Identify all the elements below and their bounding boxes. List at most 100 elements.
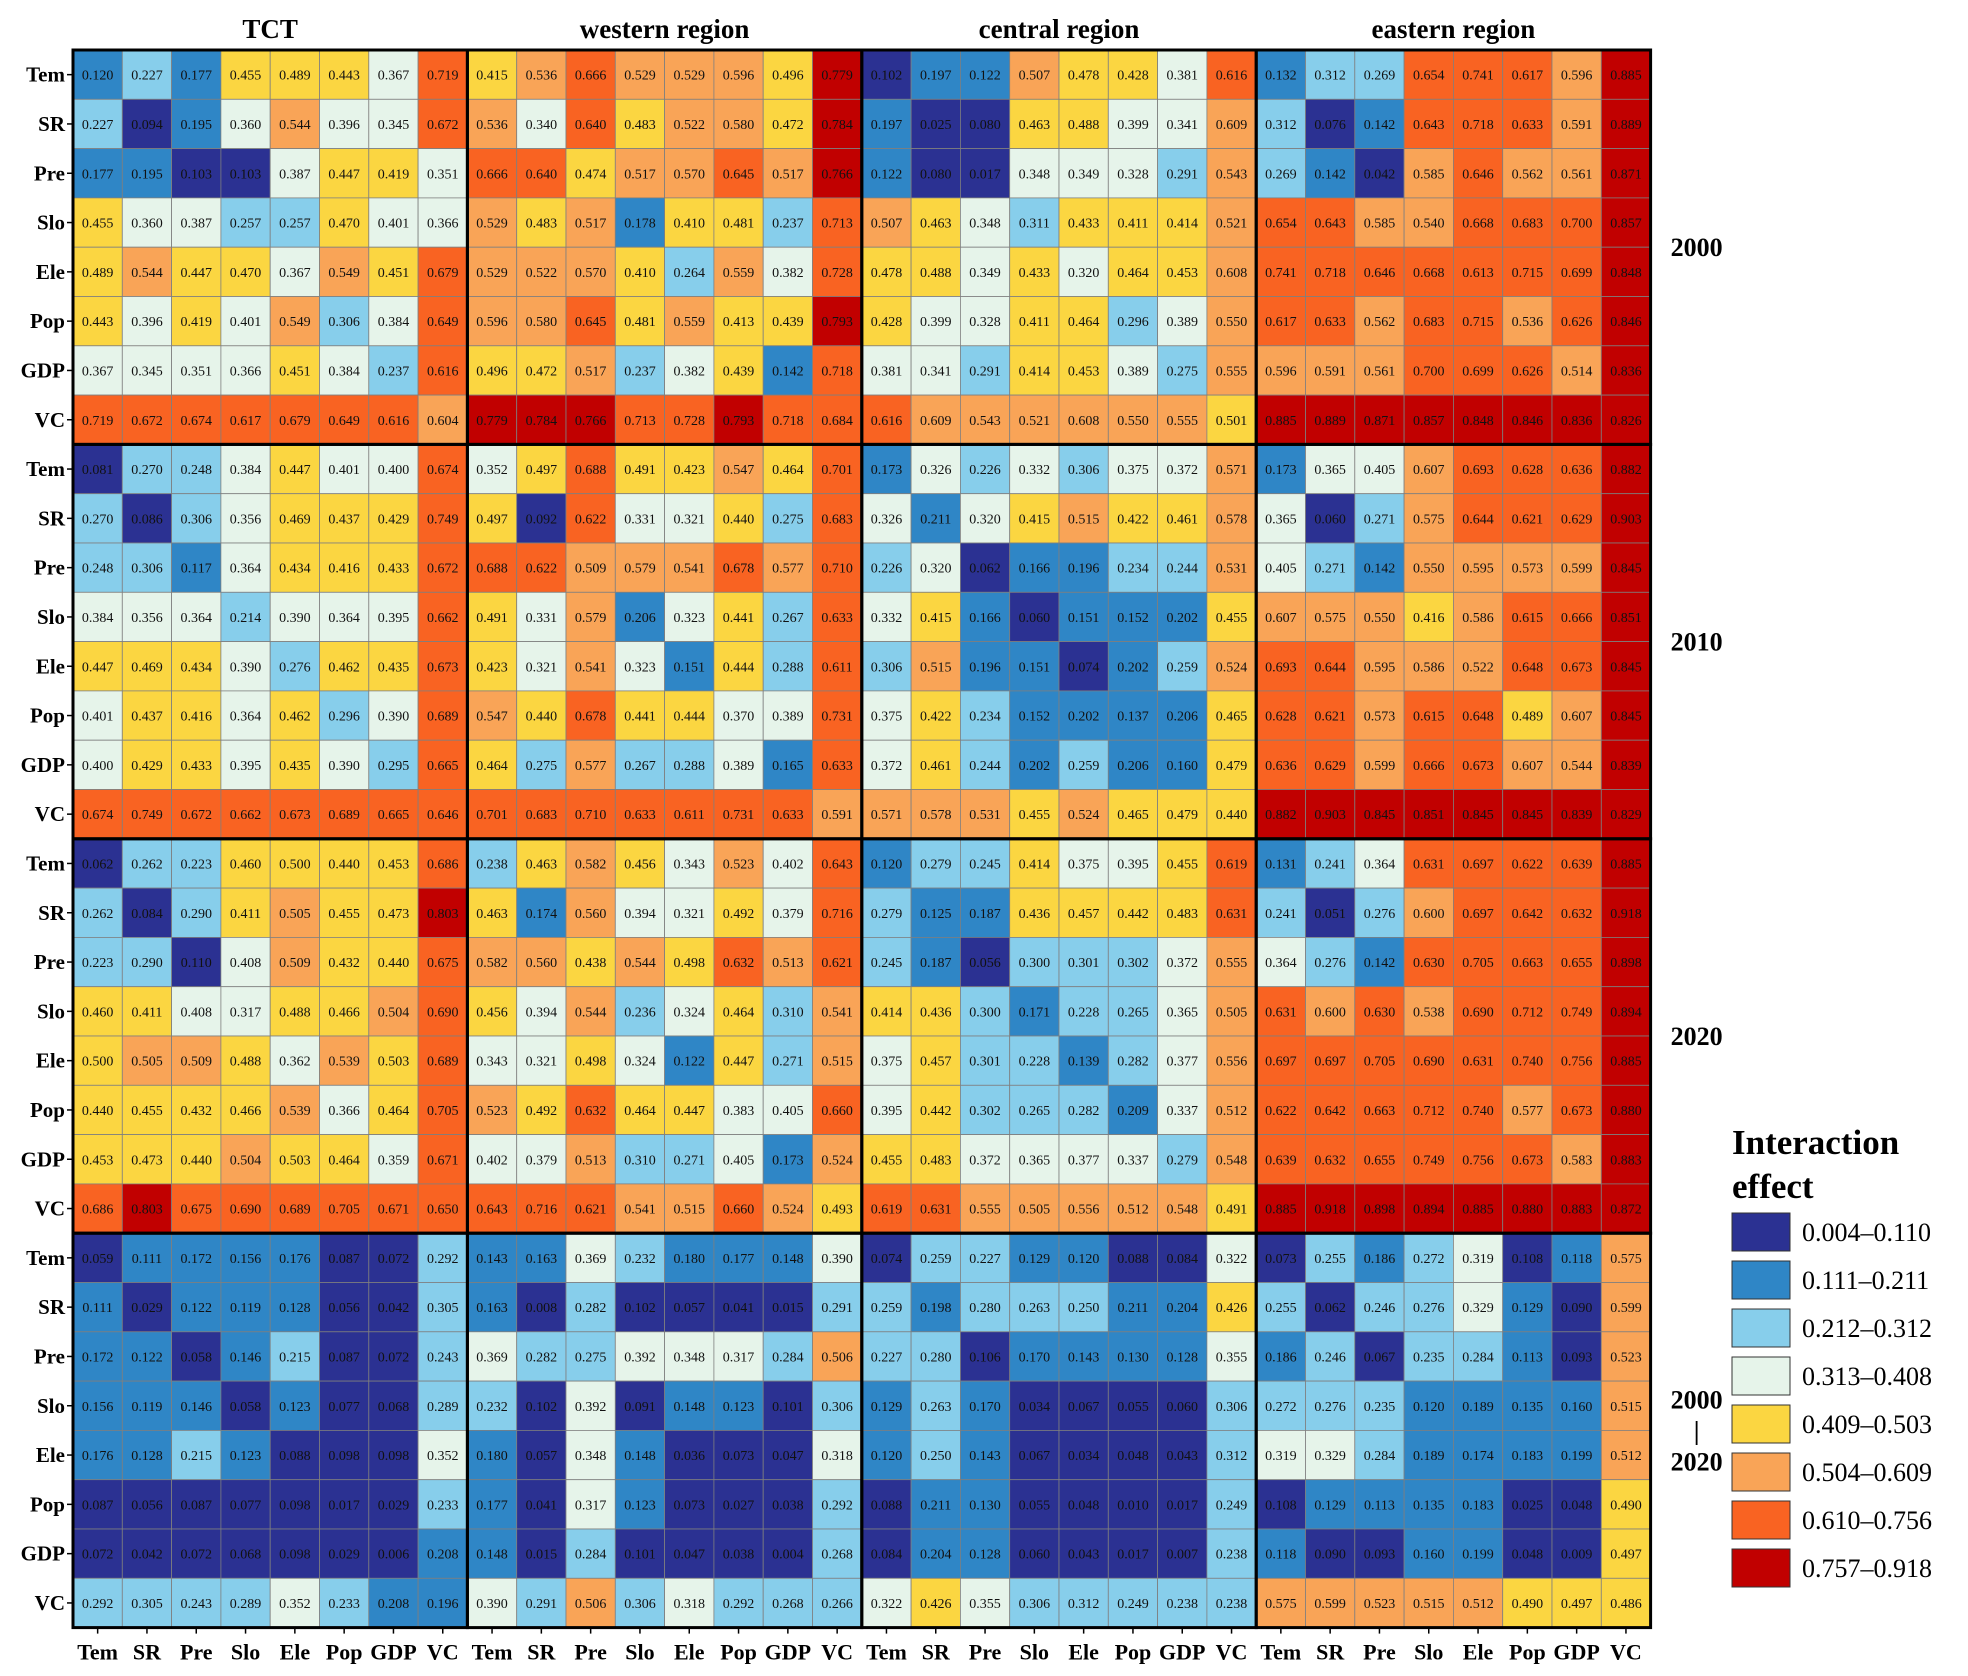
heatmap-cell <box>1009 1479 1060 1530</box>
heatmap-cell <box>220 246 271 297</box>
heatmap-cell <box>1551 493 1602 544</box>
cell-value-label: 0.102 <box>624 1301 656 1316</box>
heatmap-cell <box>72 1528 123 1579</box>
heatmap-cell <box>1255 1183 1306 1234</box>
cell-value-label: 0.401 <box>230 315 262 330</box>
cell-value-label: 0.478 <box>871 266 903 281</box>
cell-value-label: 0.580 <box>723 118 755 133</box>
heatmap-cell <box>516 49 567 100</box>
cell-value-label: 0.466 <box>230 1104 262 1119</box>
heatmap-cell <box>1009 394 1060 445</box>
heatmap-cell <box>1058 641 1109 692</box>
cell-value-label: 0.048 <box>1512 1548 1544 1563</box>
cell-value-label: 0.038 <box>772 1498 804 1513</box>
cell-value-label: 0.048 <box>1068 1498 1100 1513</box>
heatmap-cell <box>171 1577 222 1629</box>
heatmap-cell <box>910 1528 961 1579</box>
cell-value-label: 0.176 <box>82 1449 114 1464</box>
cell-value-label: 0.541 <box>575 660 607 675</box>
heatmap-cell <box>1453 986 1504 1037</box>
heatmap-cell <box>319 1331 370 1382</box>
heatmap-cell <box>121 887 173 938</box>
column-label-ele: Ele <box>1463 1640 1494 1665</box>
row-label-slo: Slo <box>37 605 65 629</box>
cell-value-label: 0.148 <box>674 1400 706 1415</box>
cell-value-label: 0.312 <box>1265 118 1297 133</box>
heatmap-cell <box>516 1035 567 1086</box>
cell-value-label: 0.137 <box>1117 710 1149 725</box>
heatmap-cell <box>565 443 616 495</box>
heatmap-cell <box>72 1183 123 1234</box>
heatmap-cell <box>72 641 123 692</box>
cell-value-label: 0.633 <box>1512 118 1544 133</box>
cell-value-label: 0.291 <box>1167 167 1199 182</box>
cell-value-label: 0.464 <box>1068 315 1100 330</box>
cell-value-label: 0.524 <box>1068 808 1100 823</box>
heatmap-cell <box>1354 443 1405 495</box>
heatmap-cell <box>812 1084 863 1136</box>
cell-value-label: 0.060 <box>1019 1548 1051 1563</box>
heatmap-cell <box>762 493 813 544</box>
heatmap-cell <box>171 345 222 396</box>
cell-value-label: 0.172 <box>82 1350 114 1365</box>
cell-value-label: 0.505 <box>1216 1005 1248 1020</box>
cell-value-label: 0.108 <box>1512 1252 1544 1267</box>
heatmap-cell <box>614 641 665 692</box>
cell-value-label: 0.422 <box>920 710 952 725</box>
heatmap-cell <box>368 1479 419 1530</box>
heatmap-cell <box>417 1577 468 1629</box>
heatmap-cell <box>812 1430 863 1481</box>
cell-value-label: 0.845 <box>1512 808 1544 823</box>
heatmap-cell <box>1255 1577 1306 1629</box>
heatmap-cell <box>762 986 813 1037</box>
column-label-sr: SR <box>1316 1640 1345 1665</box>
cell-value-label: 0.633 <box>624 808 656 823</box>
heatmap-cell <box>72 1479 123 1530</box>
cell-value-label: 0.189 <box>1462 1400 1494 1415</box>
heatmap-cell <box>1502 690 1553 741</box>
heatmap-cell <box>1009 148 1060 199</box>
heatmap-cell <box>1157 937 1208 988</box>
cell-value-label: 0.029 <box>328 1548 360 1563</box>
cell-value-label: 0.675 <box>427 956 459 971</box>
cell-value-label: 0.094 <box>131 118 163 133</box>
heatmap-cell <box>960 1084 1011 1136</box>
cell-value-label: 0.187 <box>920 956 952 971</box>
cell-value-label: 0.845 <box>1610 660 1642 675</box>
row-label-tem: Tem <box>26 851 65 875</box>
cell-value-label: 0.237 <box>378 364 410 379</box>
heatmap-cell <box>1502 1479 1553 1530</box>
heatmap-cell <box>368 1134 419 1185</box>
heatmap-cell <box>121 49 173 100</box>
cell-value-label: 0.038 <box>723 1548 755 1563</box>
cell-value-label: 0.668 <box>1462 217 1494 232</box>
heatmap-cell <box>1206 296 1257 347</box>
heatmap-cell <box>1453 1380 1504 1431</box>
cell-value-label: 0.389 <box>1117 364 1149 379</box>
heatmap-cell <box>319 148 370 199</box>
heatmap-cell <box>1305 1282 1356 1333</box>
cell-value-label: 0.644 <box>1314 660 1346 675</box>
cell-value-label: 0.673 <box>1512 1153 1544 1168</box>
cell-value-label: 0.128 <box>969 1548 1001 1563</box>
cell-value-label: 0.319 <box>1265 1449 1297 1464</box>
cell-value-label: 0.575 <box>1610 1252 1642 1267</box>
cell-value-label: 0.591 <box>1314 364 1346 379</box>
cell-value-label: 0.280 <box>969 1301 1001 1316</box>
cell-value-label: 0.918 <box>1610 907 1642 922</box>
cell-value-label: 0.464 <box>476 759 508 774</box>
cell-value-label: 0.662 <box>427 611 459 626</box>
cell-value-label: 0.379 <box>772 907 804 922</box>
cell-value-label: 0.848 <box>1610 266 1642 281</box>
heatmap-cell <box>1403 739 1454 790</box>
cell-value-label: 0.321 <box>674 907 706 922</box>
cell-value-label: 0.633 <box>821 611 853 626</box>
heatmap-cell <box>417 986 468 1037</box>
cell-value-label: 0.395 <box>1117 857 1149 872</box>
heatmap-cell <box>1354 739 1405 790</box>
heatmap-cell <box>121 591 173 642</box>
cell-value-label: 0.489 <box>82 266 114 281</box>
heatmap-cell <box>1354 246 1405 297</box>
cell-value-label: 0.846 <box>1512 414 1544 429</box>
heatmap-cell <box>1157 1282 1208 1333</box>
